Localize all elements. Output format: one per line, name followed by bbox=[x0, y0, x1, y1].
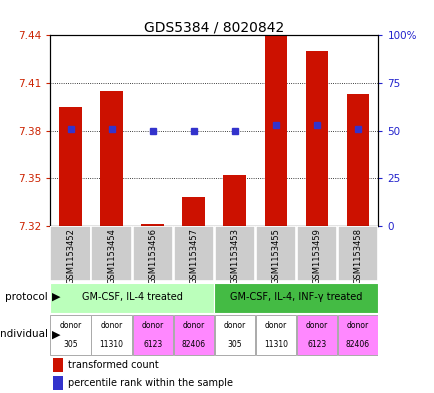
Bar bbox=[296, 315, 336, 355]
Text: 305: 305 bbox=[227, 340, 241, 349]
Text: GSM1153456: GSM1153456 bbox=[148, 228, 157, 284]
Bar bbox=[141, 224, 164, 226]
Bar bbox=[91, 315, 132, 355]
Text: GSM1153455: GSM1153455 bbox=[271, 228, 279, 283]
Bar bbox=[255, 315, 295, 355]
Text: GSM1153454: GSM1153454 bbox=[107, 228, 116, 283]
Text: protocol: protocol bbox=[5, 292, 48, 302]
Text: donor: donor bbox=[182, 321, 204, 331]
Bar bbox=[337, 226, 377, 281]
Bar bbox=[132, 315, 172, 355]
Bar bbox=[296, 226, 336, 281]
Text: transformed count: transformed count bbox=[68, 360, 158, 370]
Text: donor: donor bbox=[100, 321, 122, 331]
Text: ▶: ▶ bbox=[52, 292, 61, 302]
Bar bbox=[223, 175, 246, 226]
Text: donor: donor bbox=[305, 321, 327, 331]
Bar bbox=[214, 283, 378, 313]
Text: 6123: 6123 bbox=[143, 340, 162, 349]
Bar bbox=[50, 283, 214, 313]
Bar bbox=[50, 315, 90, 355]
Bar bbox=[255, 226, 295, 281]
Text: donor: donor bbox=[264, 321, 286, 331]
Text: donor: donor bbox=[223, 321, 245, 331]
Bar bbox=[59, 107, 82, 226]
Bar bbox=[53, 376, 63, 390]
Bar bbox=[132, 226, 172, 281]
Text: donor: donor bbox=[141, 321, 164, 331]
Bar bbox=[214, 226, 254, 281]
Text: percentile rank within the sample: percentile rank within the sample bbox=[68, 378, 233, 388]
Bar bbox=[337, 315, 377, 355]
Text: individual: individual bbox=[0, 329, 48, 339]
Text: GSM1153457: GSM1153457 bbox=[189, 228, 198, 284]
Bar bbox=[50, 226, 90, 281]
Bar bbox=[182, 197, 204, 226]
Text: 305: 305 bbox=[63, 340, 78, 349]
Text: GM-CSF, IL-4, INF-γ treated: GM-CSF, IL-4, INF-γ treated bbox=[230, 292, 362, 302]
Text: GSM1153458: GSM1153458 bbox=[352, 228, 362, 284]
Bar bbox=[173, 315, 214, 355]
Bar bbox=[264, 31, 286, 226]
Title: GDS5384 / 8020842: GDS5384 / 8020842 bbox=[144, 20, 284, 34]
Bar bbox=[214, 315, 254, 355]
Text: GSM1153459: GSM1153459 bbox=[312, 228, 321, 283]
Bar bbox=[305, 51, 327, 226]
Text: GSM1153453: GSM1153453 bbox=[230, 228, 239, 284]
Text: 82406: 82406 bbox=[345, 340, 369, 349]
Bar bbox=[53, 358, 63, 372]
Text: donor: donor bbox=[59, 321, 82, 331]
Text: 6123: 6123 bbox=[306, 340, 326, 349]
Bar bbox=[173, 226, 214, 281]
Text: 11310: 11310 bbox=[263, 340, 287, 349]
Text: donor: donor bbox=[346, 321, 368, 331]
Text: GSM1153452: GSM1153452 bbox=[66, 228, 75, 283]
Bar bbox=[100, 91, 123, 226]
Bar bbox=[91, 226, 132, 281]
Text: ▶: ▶ bbox=[52, 329, 61, 339]
Text: 82406: 82406 bbox=[181, 340, 205, 349]
Bar bbox=[346, 94, 368, 226]
Text: 11310: 11310 bbox=[99, 340, 123, 349]
Text: GM-CSF, IL-4 treated: GM-CSF, IL-4 treated bbox=[82, 292, 182, 302]
